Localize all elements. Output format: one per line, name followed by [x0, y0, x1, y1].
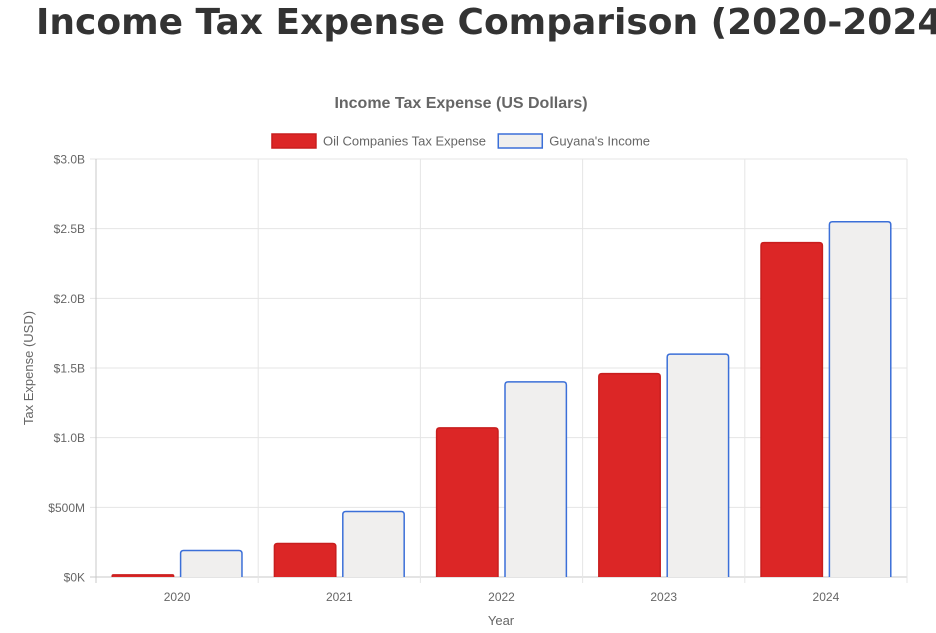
bar-oil-companies: [111, 574, 175, 577]
y-tick-label: $0K: [64, 571, 85, 585]
y-tick-label: $500M: [48, 501, 85, 515]
bar-oil-companies: [273, 542, 337, 577]
bar-guyana-income: [504, 381, 568, 577]
bar-guyana-income: [179, 549, 243, 577]
legend-swatch: [497, 133, 544, 149]
legend-swatch: [271, 133, 317, 149]
y-tick-label: $2.5B: [54, 222, 85, 236]
bar-guyana-income: [666, 353, 730, 577]
x-tick-label: 2021: [326, 590, 353, 604]
page-title: Income Tax Expense Comparison (2020-2024…: [36, 2, 936, 43]
bars: [111, 220, 892, 577]
legend[interactable]: Oil Companies Tax Expense Guyana's Income: [271, 133, 650, 149]
bar-oil-companies: [760, 241, 824, 577]
y-tick-label: $1.0B: [54, 431, 85, 445]
y-axis-ticks: $0K $500M $1.0B $1.5B $2.0B $2.5B $3.0B: [48, 153, 85, 585]
x-axis-ticks: 2020 2021 2022 2023 2024: [164, 590, 840, 604]
bar-oil-companies: [435, 427, 499, 577]
y-axis-label: Tax Expense (USD): [21, 311, 36, 425]
y-tick-label: $3.0B: [54, 153, 85, 167]
x-tick-label: 2024: [813, 590, 840, 604]
legend-item[interactable]: Oil Companies Tax Expense: [271, 133, 486, 149]
bar-guyana-income: [342, 510, 405, 577]
chart-title: Income Tax Expense (US Dollars): [334, 95, 587, 112]
y-tick-label: $2.0B: [54, 292, 85, 306]
bar-guyana-income: [828, 220, 892, 577]
legend-label: Guyana's Income: [549, 134, 650, 149]
x-tick-label: 2020: [164, 590, 191, 604]
legend-item[interactable]: Guyana's Income: [497, 133, 650, 149]
bar-oil-companies: [598, 372, 661, 577]
x-axis-label: Year: [488, 613, 515, 628]
legend-label: Oil Companies Tax Expense: [323, 134, 486, 149]
x-tick-label: 2023: [650, 590, 677, 604]
y-tick-label: $1.5B: [54, 362, 85, 376]
x-tick-label: 2022: [488, 590, 515, 604]
